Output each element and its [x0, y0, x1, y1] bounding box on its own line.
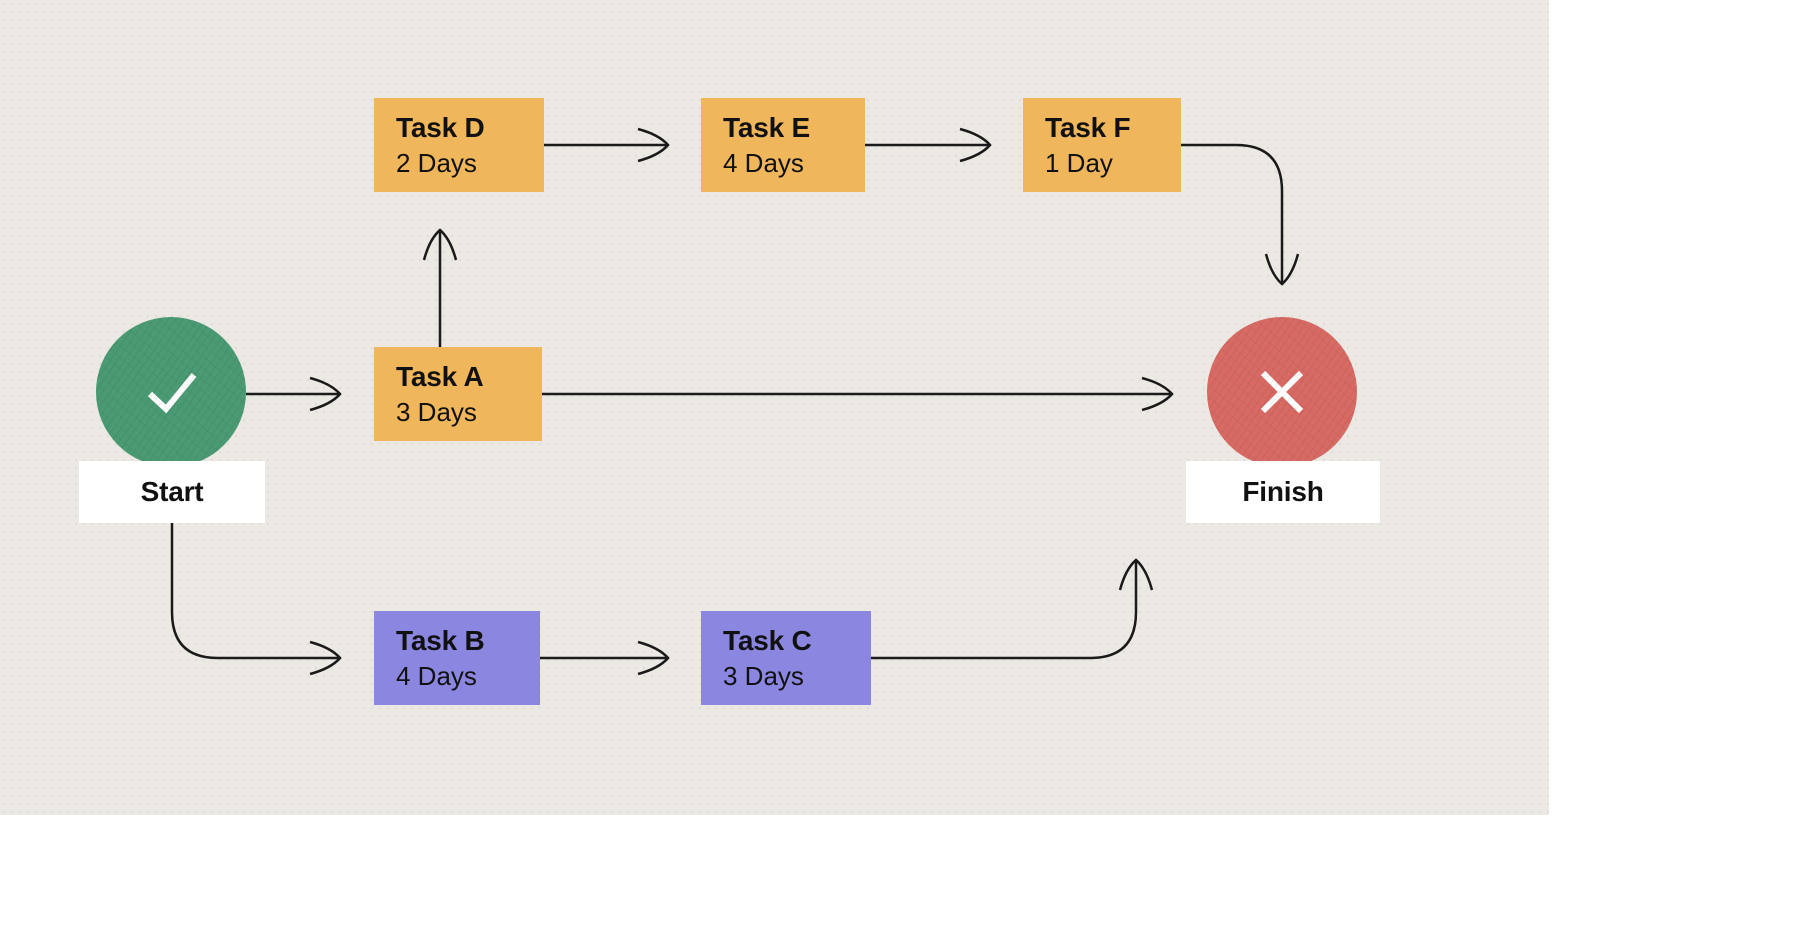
start-label: Start: [79, 461, 265, 523]
task-subtitle: 4 Days: [723, 147, 843, 180]
finish-label-text: Finish: [1242, 476, 1323, 508]
task-a-node: Task A 3 Days: [374, 347, 542, 441]
task-title: Task E: [723, 110, 843, 145]
task-c-node: Task C 3 Days: [701, 611, 871, 705]
check-icon: [136, 357, 206, 427]
start-node: [96, 317, 246, 467]
task-title: Task F: [1045, 110, 1159, 145]
task-title: Task D: [396, 110, 522, 145]
finish-node: [1207, 317, 1357, 467]
flowchart-canvas: Start Task A 3 Days Task D 2 Days Task E…: [0, 0, 1549, 815]
task-title: Task A: [396, 359, 520, 394]
finish-label: Finish: [1186, 461, 1380, 523]
task-title: Task B: [396, 623, 518, 658]
task-subtitle: 1 Day: [1045, 147, 1159, 180]
task-title: Task C: [723, 623, 849, 658]
task-b-node: Task B 4 Days: [374, 611, 540, 705]
task-f-node: Task F 1 Day: [1023, 98, 1181, 192]
task-subtitle: 2 Days: [396, 147, 522, 180]
task-e-node: Task E 4 Days: [701, 98, 865, 192]
task-subtitle: 3 Days: [723, 660, 849, 693]
start-label-text: Start: [141, 476, 204, 508]
cross-icon: [1251, 361, 1313, 423]
task-subtitle: 3 Days: [396, 396, 520, 429]
task-subtitle: 4 Days: [396, 660, 518, 693]
task-d-node: Task D 2 Days: [374, 98, 544, 192]
